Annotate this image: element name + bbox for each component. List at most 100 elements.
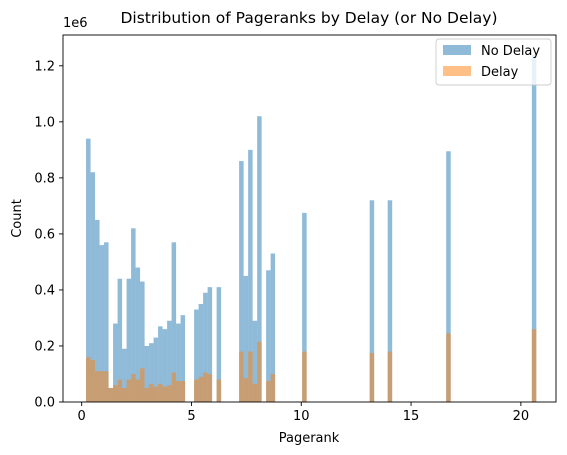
bar-delay bbox=[153, 386, 159, 402]
bar-delay bbox=[167, 385, 172, 402]
legend-label-delay: Delay bbox=[481, 65, 519, 80]
bar-delay bbox=[369, 352, 375, 402]
x-axis: 0 5 10 15 20 bbox=[78, 402, 530, 424]
bar-no-delay bbox=[198, 303, 204, 402]
bar-delay bbox=[140, 368, 145, 402]
bar-delay bbox=[126, 379, 132, 402]
bar-no-delay bbox=[446, 151, 451, 402]
x-tick-label: 0 bbox=[78, 409, 86, 424]
bar-no-delay bbox=[167, 320, 172, 402]
bar-no-delay bbox=[239, 161, 244, 402]
plot-area bbox=[86, 54, 537, 403]
axes-frame bbox=[62, 34, 557, 403]
series-delay bbox=[86, 329, 537, 402]
bar-no-delay bbox=[113, 323, 118, 402]
y-tick-label: 0.2 bbox=[34, 339, 55, 354]
chart-title: Distribution of Pageranks by Delay (or N… bbox=[120, 9, 497, 27]
bar-no-delay bbox=[257, 116, 262, 403]
bar-no-delay bbox=[99, 245, 105, 402]
bar-delay bbox=[216, 379, 222, 402]
bar-no-delay bbox=[86, 138, 91, 402]
bar-no-delay bbox=[126, 278, 132, 402]
y-offset-text: 1e6 bbox=[63, 16, 88, 31]
bar-delay bbox=[104, 371, 109, 402]
bar-no-delay bbox=[90, 172, 96, 402]
bar-delay bbox=[99, 371, 105, 402]
bar-delay bbox=[207, 373, 213, 402]
bar-delay bbox=[113, 385, 118, 402]
bar-delay bbox=[117, 379, 123, 402]
x-tick-label: 10 bbox=[293, 409, 310, 424]
bar-no-delay bbox=[180, 315, 186, 402]
bar-delay bbox=[131, 373, 136, 402]
bar-delay bbox=[158, 383, 163, 402]
bar-no-delay bbox=[270, 253, 276, 402]
bar-delay bbox=[257, 341, 262, 402]
bar-delay bbox=[531, 329, 537, 402]
bar-no-delay bbox=[158, 326, 163, 402]
bar-no-delay bbox=[252, 320, 258, 402]
y-tick-label: 0.0 bbox=[34, 396, 55, 411]
x-tick-label: 20 bbox=[513, 409, 530, 424]
y-tick-label: 0.4 bbox=[34, 283, 55, 298]
bar-no-delay bbox=[248, 149, 253, 402]
bar-delay bbox=[176, 380, 181, 402]
bar-no-delay bbox=[207, 287, 213, 402]
bar-delay bbox=[266, 380, 271, 402]
bar-no-delay bbox=[171, 242, 177, 402]
bar-delay bbox=[162, 386, 168, 402]
x-axis-label: Pagerank bbox=[279, 431, 340, 446]
legend: No Delay Delay bbox=[435, 38, 552, 86]
bar-delay bbox=[90, 359, 96, 402]
bar-no-delay bbox=[117, 278, 123, 402]
bar-no-delay bbox=[369, 200, 375, 402]
bar-delay bbox=[252, 383, 258, 402]
bar-no-delay bbox=[176, 323, 181, 402]
bar-no-delay bbox=[194, 309, 199, 402]
bar-delay bbox=[203, 372, 208, 402]
bar-delay bbox=[198, 376, 204, 402]
x-tick-label: 15 bbox=[403, 409, 420, 424]
bar-delay bbox=[446, 333, 451, 402]
y-tick-label: 0.8 bbox=[34, 171, 55, 186]
bar-no-delay bbox=[387, 200, 393, 402]
bar-no-delay bbox=[153, 337, 159, 402]
bar-delay bbox=[387, 351, 393, 402]
bar-no-delay bbox=[144, 345, 150, 402]
bar-no-delay bbox=[302, 212, 307, 402]
bar-no-delay bbox=[104, 242, 109, 402]
bar-delay bbox=[108, 387, 114, 402]
bar-no-delay bbox=[531, 54, 537, 403]
bar-delay bbox=[302, 351, 307, 402]
y-tick-label: 1.0 bbox=[34, 115, 55, 130]
bar-delay bbox=[86, 357, 91, 402]
bar-no-delay bbox=[203, 292, 208, 402]
bar-delay bbox=[243, 378, 249, 402]
bar-no-delay bbox=[135, 267, 141, 402]
series-no-delay bbox=[86, 54, 537, 403]
legend-label-no-delay: No Delay bbox=[481, 44, 540, 59]
bar-no-delay bbox=[95, 219, 100, 402]
bar-delay bbox=[171, 372, 177, 402]
bar-no-delay bbox=[162, 329, 168, 402]
bar-no-delay bbox=[149, 343, 154, 402]
bar-no-delay bbox=[140, 281, 145, 402]
bar-no-delay bbox=[243, 275, 249, 402]
bar-delay bbox=[194, 379, 199, 402]
bar-delay bbox=[135, 379, 141, 402]
bar-delay bbox=[144, 387, 150, 402]
x-tick-label: 5 bbox=[187, 409, 195, 424]
bar-no-delay bbox=[122, 348, 127, 402]
bar-no-delay bbox=[131, 228, 136, 402]
bar-no-delay bbox=[216, 287, 222, 402]
bar-no-delay bbox=[266, 270, 271, 402]
bar-delay bbox=[122, 387, 127, 402]
legend-swatch-no-delay bbox=[443, 45, 471, 55]
y-axis: 0.0 0.2 0.4 0.6 0.8 1.0 1.2 bbox=[34, 59, 63, 411]
y-tick-label: 1.2 bbox=[34, 59, 55, 74]
legend-swatch-delay bbox=[443, 66, 471, 76]
bar-delay bbox=[248, 351, 253, 402]
y-axis-label: Count bbox=[10, 199, 25, 238]
bar-delay bbox=[180, 380, 186, 402]
